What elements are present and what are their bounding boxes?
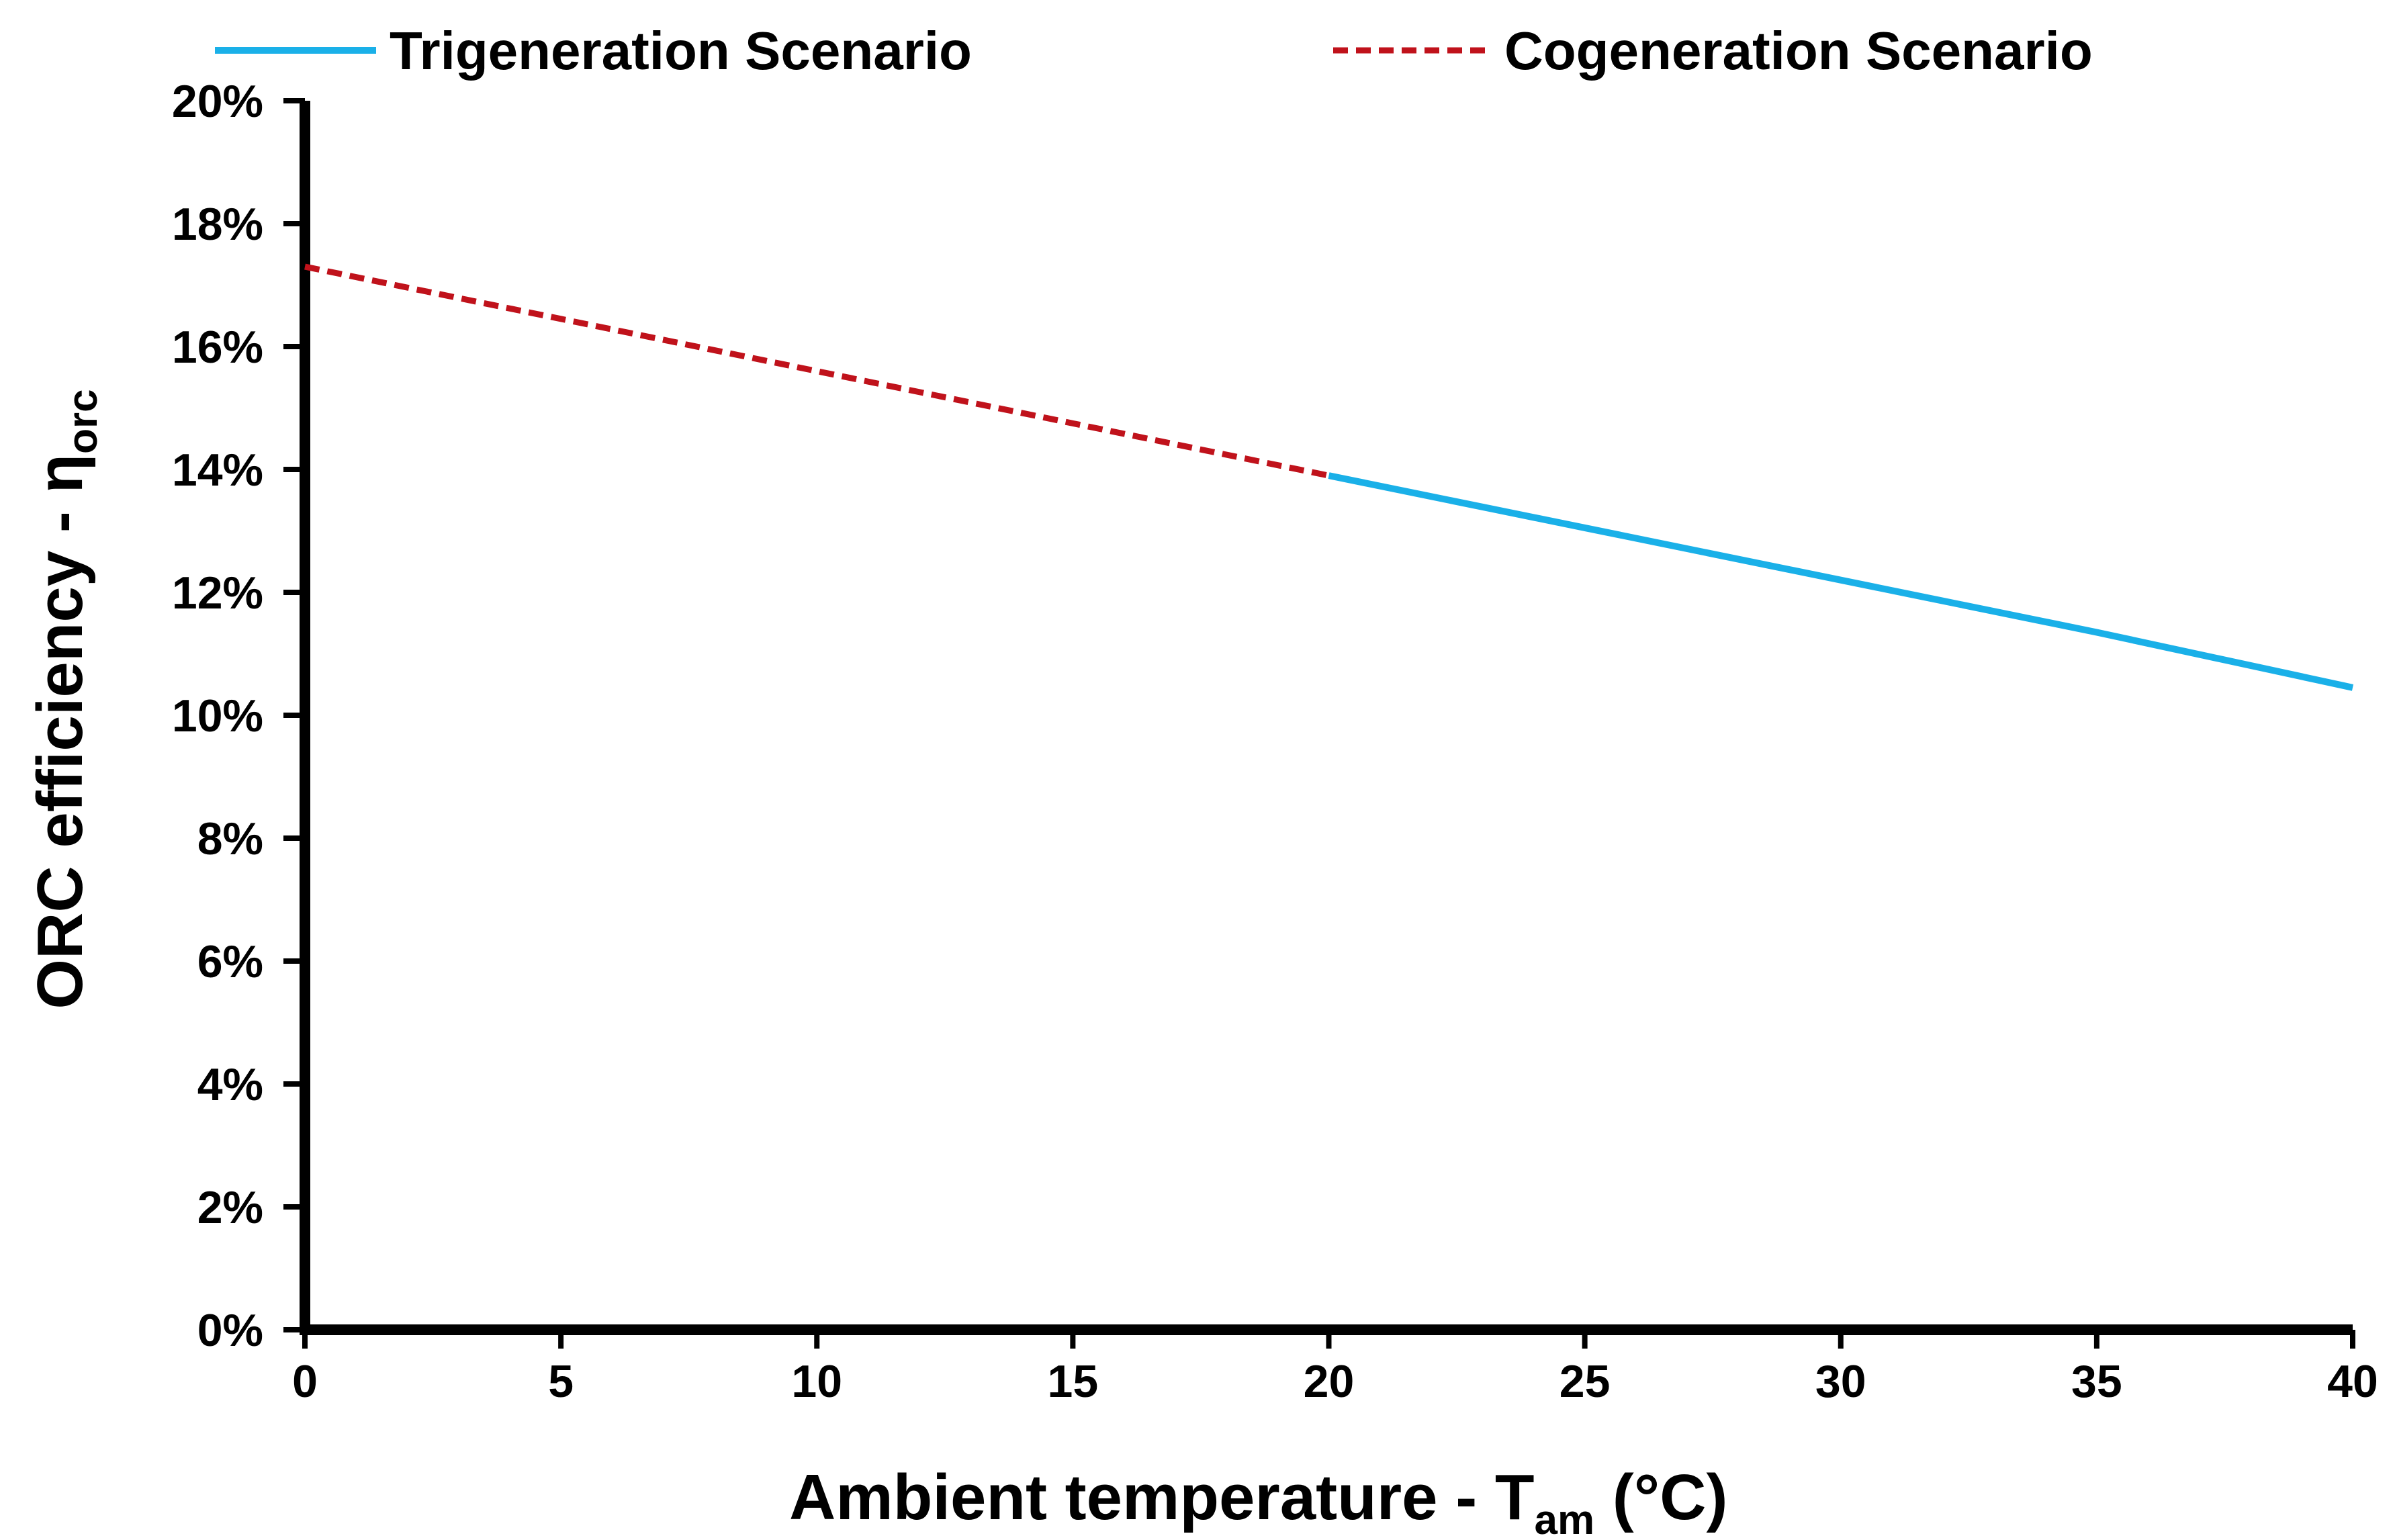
x-axis-ticks: 0 5 10 15 20 25 30 35 40 (292, 1330, 2378, 1407)
x-tick-label: 0 (292, 1356, 318, 1407)
x-axis-title-main: Ambient temperature - T (789, 1461, 1534, 1533)
x-axis-title-subscript: am (1534, 1497, 1594, 1540)
axes: 0% 2% 4% 6% 8% 10% 12% 14% 16% 18% 20% 0 5 10 15 20 25 3… (172, 76, 2378, 1407)
y-axis-ticks: 0% 2% 4% 6% 8% 10% 12% 14% 16% 18% 20% (172, 76, 305, 1356)
x-tick-label: 40 (2327, 1356, 2378, 1407)
y-tick-label: 2% (197, 1182, 263, 1233)
legend-label-trigeneration: Trigeneration Scenario (390, 21, 972, 81)
series-layer (304, 263, 2354, 691)
x-tick-label: 30 (1815, 1356, 1866, 1407)
y-tick-label: 12% (172, 568, 263, 619)
x-axis-title: Ambient temperature - Tam (°C) (789, 1461, 1727, 1540)
y-axis-title-main: ORC efficiency - η (24, 454, 96, 1009)
y-axis-title: ORC efficiency - ηorc (24, 389, 106, 1009)
x-axis-title-suffix: (°C) (1594, 1461, 1727, 1533)
y-axis-title-subscript: orc (60, 389, 106, 453)
y-tick-label: 20% (172, 76, 263, 127)
y-tick-label: 8% (197, 813, 263, 864)
y-tick-label: 6% (197, 936, 263, 987)
x-tick-label: 20 (1304, 1356, 1355, 1407)
x-tick-label: 25 (1560, 1356, 1611, 1407)
x-tick-label: 15 (1048, 1356, 1099, 1407)
y-tick-label: 10% (172, 690, 263, 741)
y-tick-label: 14% (172, 445, 263, 496)
series-line-trigeneration-scenario (1328, 472, 2354, 691)
y-tick-label: 0% (197, 1305, 263, 1356)
y-tick-label: 16% (172, 322, 263, 373)
legend: Trigeneration Scenario Cogeneration Scen… (215, 21, 2093, 81)
x-tick-label: 5 (548, 1356, 574, 1407)
series-line-cogeneration-scenario (304, 263, 1330, 479)
x-tick-label: 35 (2071, 1356, 2122, 1407)
x-tick-label: 10 (791, 1356, 842, 1407)
y-tick-label: 4% (197, 1059, 263, 1110)
y-tick-label: 18% (172, 199, 263, 250)
legend-label-cogeneration: Cogeneration Scenario (1504, 21, 2093, 81)
